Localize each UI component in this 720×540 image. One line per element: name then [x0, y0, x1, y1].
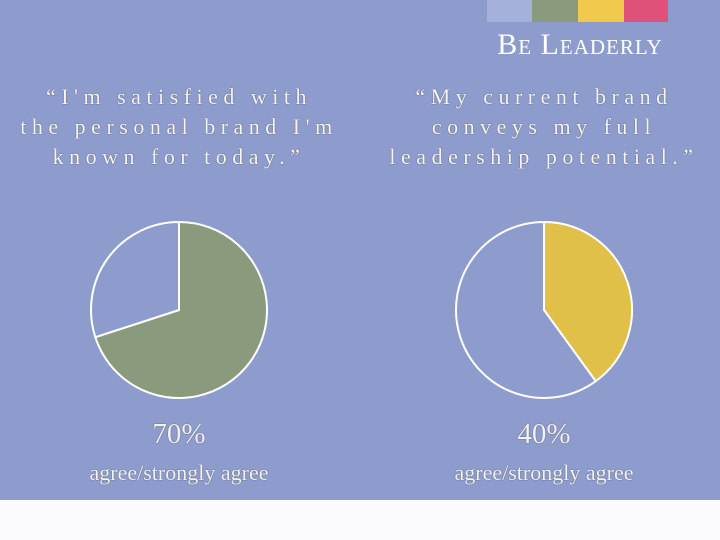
brand-bar — [487, 0, 532, 22]
caption: agree/strongly agree — [89, 460, 269, 485]
pie-slice — [90, 220, 180, 339]
pie-slice — [94, 220, 268, 399]
brand-bar — [624, 0, 668, 22]
pie-slice — [455, 220, 598, 399]
caption: agree/strongly agree — [454, 460, 634, 485]
footer-strip — [0, 500, 720, 540]
value-label: 70% — [152, 418, 206, 450]
brand-bar — [532, 0, 578, 22]
pie-slice — [543, 220, 633, 383]
brand-bar — [578, 0, 624, 22]
chart-title: “My current brand conveys my full leader… — [389, 84, 699, 169]
brand-logo: Be Leaderly — [497, 28, 663, 61]
value-label: 40% — [517, 418, 571, 450]
chart-title: “I'm satisfied with the personal brand I… — [20, 84, 338, 169]
